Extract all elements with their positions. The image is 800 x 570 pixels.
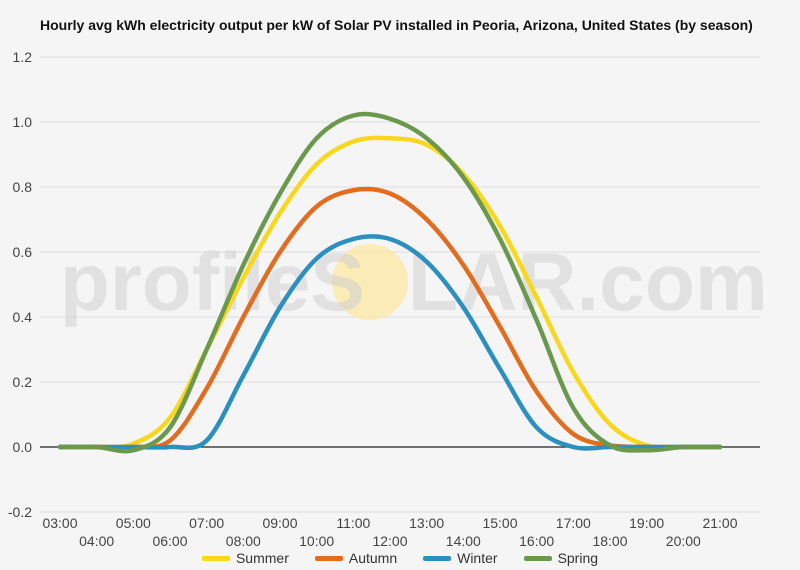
watermark-sun	[332, 244, 408, 320]
legend-item-spring: Spring	[523, 550, 599, 566]
x-tick-label: 21:00	[702, 515, 737, 531]
x-tick-label: 13:00	[409, 515, 444, 531]
legend-swatch	[201, 555, 230, 561]
legend-item-autumn: Autumn	[314, 550, 398, 566]
x-tick-label: 04:00	[79, 533, 114, 549]
legend-label: Spring	[557, 550, 599, 566]
chart-title: Hourly avg kWh electricity output per kW…	[40, 17, 753, 33]
watermark: profileS LAR.com	[60, 237, 768, 328]
x-tick-label: 10:00	[299, 533, 334, 549]
x-tick-label: 17:00	[556, 515, 591, 531]
legend-swatch	[314, 555, 343, 561]
y-tick-label: 0.2	[13, 374, 33, 390]
y-tick-label: 0.6	[13, 244, 33, 260]
grid	[40, 56, 760, 513]
x-tick-label: 09:00	[262, 515, 297, 531]
series-lines	[57, 111, 723, 454]
legend-swatch	[423, 555, 452, 561]
x-tick-label: 05:00	[116, 515, 151, 531]
y-tick-label: 0.0	[13, 439, 33, 455]
x-tick-label: 11:00	[336, 515, 370, 531]
legend-swatch	[523, 555, 552, 561]
y-tick-label: 1.0	[13, 114, 33, 130]
x-tick-label: 14:00	[446, 533, 481, 549]
legend-item-summer: Summer	[201, 550, 289, 566]
x-tick-label: 08:00	[226, 533, 261, 549]
x-tick-label: 07:00	[189, 515, 224, 531]
watermark-text-left: profileS	[60, 237, 365, 328]
legend-item-winter: Winter	[423, 550, 498, 566]
legend-label: Autumn	[348, 550, 398, 566]
x-tick-label: 12:00	[372, 533, 407, 549]
watermark-text-right: LAR.com	[408, 237, 768, 328]
y-tick-label: 0.8	[13, 179, 33, 195]
axes: -0.2 0.0 0.2 0.4 0.6 0.8 1.0 1.2 03:0004:0005:00…	[8, 49, 738, 549]
series-line-summer	[57, 135, 723, 450]
x-tick-label: 06:00	[152, 533, 187, 549]
y-tick-label: 0.4	[13, 309, 33, 325]
legend-label: Winter	[457, 550, 498, 566]
x-tick-label: 18:00	[592, 533, 627, 549]
x-tick-label: 20:00	[666, 533, 701, 549]
x-tick-label: 19:00	[629, 515, 664, 531]
x-tick-label: 15:00	[482, 515, 517, 531]
legend: Summer Autumn Winter Spring	[0, 550, 800, 566]
y-tick-label: 1.2	[13, 49, 33, 65]
y-tick-label: -0.2	[8, 504, 32, 520]
series-line-spring	[57, 111, 723, 454]
x-tick-label: 16:00	[519, 533, 554, 549]
legend-label: Summer	[235, 550, 289, 566]
x-tick-label: 03:00	[42, 515, 77, 531]
